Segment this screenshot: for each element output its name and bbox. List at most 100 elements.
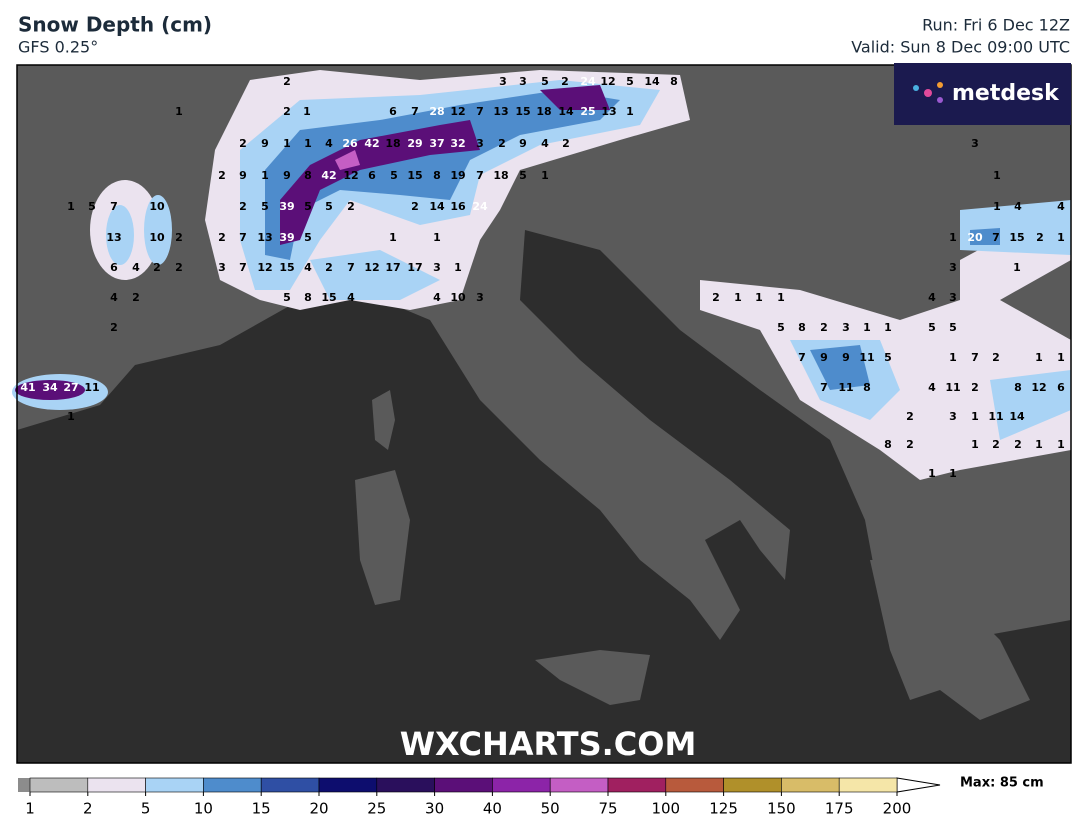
map-label: 1 xyxy=(67,410,75,423)
map-label: 15 xyxy=(1009,231,1024,244)
map-label: 7 xyxy=(820,381,828,394)
colorbar-tick-label: 20 xyxy=(309,800,328,818)
map-label: 2 xyxy=(132,291,140,304)
colorbar-tick-label: 5 xyxy=(141,800,151,818)
labels: 2 3 3 5 2 24 12 5 14 81 2 1 6 7 28 12 7 13 15 18 14 25 13 12 9 1 1… xyxy=(20,75,1065,480)
map-label: 3 xyxy=(949,261,957,274)
map-label: 8 xyxy=(884,438,892,451)
valid: Valid: Sun 8 Dec 09:00 UTC xyxy=(851,38,1070,57)
map-label: 1 xyxy=(993,200,1001,213)
map-label: 11 xyxy=(838,381,853,394)
map-label: 3 xyxy=(499,75,507,88)
map-label: 1 xyxy=(541,169,549,182)
colorbar-segment xyxy=(29,777,89,793)
map-label: 1 xyxy=(1013,261,1021,274)
map-label: 2 xyxy=(239,137,247,150)
map-label: 2 xyxy=(218,231,226,244)
colorbar-segment xyxy=(549,777,609,793)
map-label: 19 xyxy=(450,169,465,182)
map-label: 1 xyxy=(884,321,892,334)
map-label: 9 xyxy=(261,137,269,150)
map-label: 3 xyxy=(971,137,979,150)
map-label: 1 xyxy=(1057,438,1065,451)
map-label: 2 xyxy=(992,351,1000,364)
map-label: 4 xyxy=(325,137,333,150)
map-label: 2 xyxy=(992,438,1000,451)
colorbar-tick-label: 150 xyxy=(767,800,796,818)
map-label: 2 xyxy=(712,291,720,304)
map-label: 1 xyxy=(1057,231,1065,244)
map-label: 1 xyxy=(303,105,311,118)
map-label: 10 xyxy=(149,231,165,244)
map-label: 4 xyxy=(110,291,118,304)
run: Run: Fri 6 Dec 12Z xyxy=(922,16,1070,35)
map-label: 39 xyxy=(279,231,294,244)
map-label: 5 xyxy=(884,351,892,364)
map-label: 5 xyxy=(541,75,549,88)
logo: metdesk xyxy=(952,81,1060,106)
map-label: 24 xyxy=(472,200,488,213)
map-label: 1 xyxy=(389,231,397,244)
map-label: 1 xyxy=(1035,351,1043,364)
colorbar-tick-label: 75 xyxy=(598,800,617,818)
map-label: 2 xyxy=(110,321,118,334)
map-label: 25 xyxy=(580,105,595,118)
map-label: 2 xyxy=(175,261,183,274)
colorbar-segment xyxy=(838,777,898,793)
map-label: 15 xyxy=(407,169,422,182)
map-label: 2 xyxy=(283,75,291,88)
map-label: 7 xyxy=(239,261,247,274)
colorbar-segment xyxy=(260,777,320,793)
map-label: 1 xyxy=(67,200,75,213)
colorbar-tick-label: 40 xyxy=(483,800,502,818)
map-label: 12 xyxy=(450,105,465,118)
map-label: 4 xyxy=(433,291,441,304)
map-label: 9 xyxy=(239,169,247,182)
map-label: 3 xyxy=(949,291,957,304)
map-label: 5 xyxy=(519,169,527,182)
map-label: 6 xyxy=(389,105,397,118)
map-label: 5 xyxy=(88,200,96,213)
map-label: 12 xyxy=(1031,381,1046,394)
map-label: 5 xyxy=(261,200,269,213)
map-label: 34 xyxy=(42,381,58,394)
map-label: 12 xyxy=(600,75,615,88)
map-label: 6 xyxy=(110,261,118,274)
watermark: WXCHARTS.COM xyxy=(400,725,697,763)
model: GFS 0.25° xyxy=(18,38,98,57)
map-label: 12 xyxy=(364,261,379,274)
map-label: 1 xyxy=(949,467,957,480)
map-label: 4 xyxy=(1057,200,1065,213)
map-label: 1 xyxy=(433,231,441,244)
map-label: 39 xyxy=(279,200,294,213)
map-label: 7 xyxy=(411,105,419,118)
map-label: 2 xyxy=(347,200,355,213)
map-label: 37 xyxy=(429,137,444,150)
colorbar-segment xyxy=(203,777,262,793)
colorbar-tick-label: 100 xyxy=(651,800,680,818)
map-label: 18 xyxy=(385,137,400,150)
map-label: 10 xyxy=(450,291,466,304)
map-label: 2 xyxy=(1014,438,1022,451)
map-label: 5 xyxy=(325,200,333,213)
map-label: 15 xyxy=(515,105,530,118)
map-label: 8 xyxy=(863,381,871,394)
map-label: 7 xyxy=(239,231,247,244)
title: Snow Depth (cm) xyxy=(18,13,212,37)
map-label: 26 xyxy=(342,137,358,150)
map-label: 3 xyxy=(433,261,441,274)
map-label: 41 xyxy=(20,381,35,394)
colorbar-tick-label: 200 xyxy=(883,800,912,818)
map-label: 4 xyxy=(132,261,140,274)
map-label: 9 xyxy=(820,351,828,364)
logo-box xyxy=(894,63,1071,125)
colorbar-tick-label: 25 xyxy=(367,800,386,818)
map-label: 10 xyxy=(149,200,165,213)
colorbar-segment xyxy=(781,777,840,793)
map-label: 1 xyxy=(261,169,269,182)
map-label: 8 xyxy=(798,321,806,334)
map-label: 2 xyxy=(411,200,419,213)
map-label: 2 xyxy=(175,231,183,244)
colorbar-tick-label: 10 xyxy=(194,800,213,818)
